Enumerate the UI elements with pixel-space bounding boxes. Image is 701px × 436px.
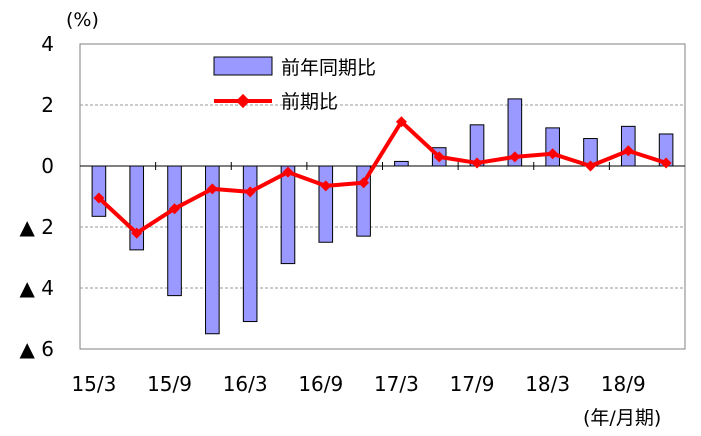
line-point: [206, 183, 218, 195]
y-tick-labels: 4 2 0 ▲ 2 ▲ 4 ▲ 6: [20, 32, 54, 361]
y-tick-label: ▲ 2: [20, 215, 54, 239]
x-tick-label: 17/9: [450, 372, 495, 396]
line-point: [433, 151, 445, 163]
y-unit-label: (%): [66, 9, 99, 31]
line-point: [547, 148, 559, 160]
line-point: [244, 186, 256, 198]
line-point: [509, 151, 521, 163]
line-point: [320, 180, 332, 192]
line-point: [358, 177, 370, 189]
y-tick-label: 4: [41, 32, 54, 56]
y-tick-label: ▲ 6: [20, 337, 54, 361]
x-tick-label: 15/9: [147, 372, 192, 396]
legend-line-label: 前期比: [281, 91, 338, 113]
bar: [167, 165, 182, 297]
line-point: [471, 157, 483, 169]
x-tick-label: 18/9: [601, 372, 646, 396]
line-point: [622, 145, 634, 157]
line-point: [395, 116, 407, 128]
y-tick-label: 0: [41, 154, 54, 178]
x-tick-label: 18/3: [525, 372, 570, 396]
line-series: [93, 116, 672, 239]
line-point: [660, 157, 672, 169]
legend-bar-label: 前年同期比: [281, 57, 376, 79]
y-tick-label: 2: [41, 93, 54, 117]
line-point: [584, 160, 596, 172]
x-tick-marks: [155, 162, 610, 170]
y-tick-label: ▲ 4: [20, 276, 54, 300]
x-tick-label: 16/9: [298, 372, 343, 396]
legend-bar-swatch: [213, 56, 273, 76]
x-tick-label: 17/3: [374, 372, 419, 396]
bar: [318, 165, 334, 243]
x-tick-label: 16/3: [223, 372, 268, 396]
line-series-path: [97, 119, 667, 236]
line-point: [131, 227, 143, 239]
line-point: [169, 203, 181, 215]
line-point: [93, 192, 105, 204]
x-tick-labels: 15/3 15/9 16/3 16/9 17/3 17/9 18/3 18/9: [71, 372, 645, 396]
line-point: [282, 166, 294, 178]
x-unit-label: (年/月期): [583, 407, 661, 429]
bar: [280, 165, 296, 265]
bar: [545, 127, 560, 167]
bar: [394, 160, 409, 167]
bar: [91, 165, 107, 217]
legend: 前年同期比 前期比: [213, 56, 376, 113]
x-tick-label: 15/3: [71, 372, 116, 396]
bars: [91, 98, 674, 335]
